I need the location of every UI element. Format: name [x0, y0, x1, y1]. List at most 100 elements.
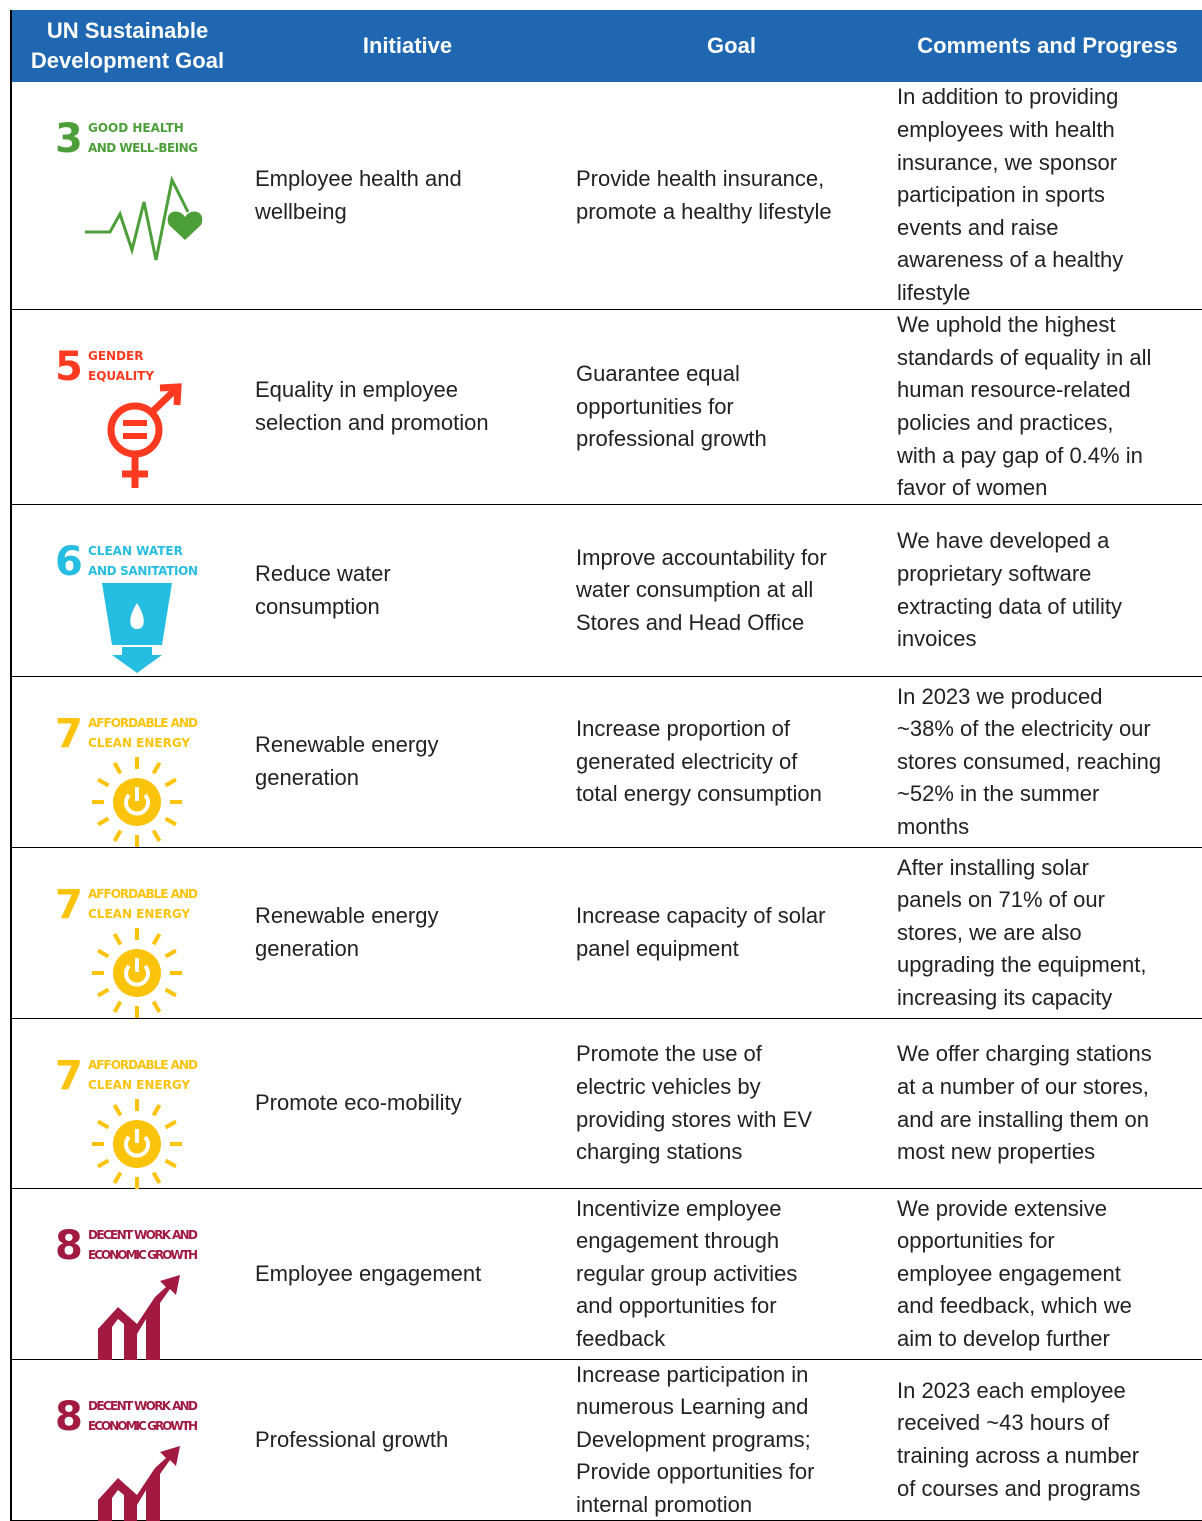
sdg-number: 7 — [55, 711, 83, 757]
comments-line: employee engagement — [897, 1260, 1121, 1286]
header-cell: UN Sustainable Development Goal — [30, 18, 225, 73]
goal-line: panel equipment — [576, 936, 739, 961]
sdg-number: 8 — [55, 1394, 83, 1440]
left-border — [10, 10, 12, 1521]
goal-line: and opportunities for — [576, 1293, 777, 1319]
goal-cell: Increase proportion of generated electric… — [576, 677, 822, 847]
sdg-icon: 7 AFFORDABLE AND CLEAN ENERGY — [55, 882, 198, 1018]
icon-graphic — [97, 777, 110, 788]
icon-graphic — [107, 402, 163, 458]
icon-graphic — [151, 1000, 162, 1013]
initiative-line: wellbeing — [255, 198, 347, 224]
sdg-label: DECENT WORK AND — [88, 1228, 198, 1242]
sdg-number: 5 — [55, 344, 83, 390]
comments-line: participation in sports — [897, 182, 1105, 208]
initiative-cell: Employee engagement — [255, 1189, 481, 1359]
sdg-label: CLEAN ENERGY — [88, 907, 190, 921]
icon-graphic — [130, 603, 144, 629]
icon-graphic — [112, 647, 162, 673]
comments-line: most new properties — [897, 1139, 1096, 1165]
icon-graphic — [164, 1158, 177, 1169]
table-row: 8 DECENT WORK AND ECONOMIC GROWTH Employee … — [10, 1189, 1202, 1360]
comments-line: upgrading the equipment, — [897, 952, 1147, 978]
sdg-icon: 3 GOOD HEALTH AND WELL-BEING — [55, 116, 203, 261]
table-row: 7 AFFORDABLE AND CLEAN ENERGY Promote eco-m… — [10, 1019, 1202, 1189]
goal-line: charging stations — [576, 1139, 743, 1165]
goal-line: Stores and Head Office — [576, 609, 805, 635]
goal-line: total energy consumption — [576, 781, 822, 807]
initiative-line: Employee health and — [255, 165, 462, 191]
goal-line: Increase capacity of solar — [576, 903, 826, 929]
goal-line: Provide opportunities for — [576, 1459, 815, 1485]
comments-line: ~52% in the summer — [897, 781, 1100, 807]
comments-cell: In 2023 each employee received ~43 hours … — [897, 1360, 1140, 1520]
initiative-line: Employee engagement — [255, 1260, 482, 1286]
sdg-number: 6 — [55, 539, 83, 585]
comments-line: We offer charging stations — [897, 1041, 1152, 1067]
table-row: 7 AFFORDABLE AND CLEAN ENERGY Renewable ene… — [10, 677, 1202, 848]
goal-line: engagement through — [576, 1228, 780, 1254]
icon-graphic — [123, 433, 147, 439]
comments-line: ~38% of the electricity our — [897, 716, 1151, 742]
header-cell: Initiative — [362, 33, 453, 58]
icon-graphic — [85, 175, 190, 261]
comments-line: After installing solar — [897, 854, 1089, 880]
header-cell: Comments and Progress — [917, 33, 1178, 58]
initiative-cell: Reduce water consumption — [255, 505, 391, 676]
sdg-label: GENDER — [88, 349, 144, 363]
comments-line: In 2023 each employee — [897, 1377, 1126, 1403]
sdg-label: EQUALITY — [88, 369, 154, 383]
goal-cell: Provide health insurance, promote a healt… — [576, 82, 832, 309]
comments-line: aim to develop further — [897, 1325, 1110, 1351]
goal-line: professional growth — [576, 426, 767, 452]
comments-line: training across a number — [897, 1443, 1140, 1468]
sdg-label: AFFORDABLE AND — [88, 1058, 198, 1072]
sdg-label: CLEAN WATER — [88, 544, 183, 558]
comments-line: stores, we are also — [897, 919, 1082, 945]
initiative-cell: Equality in employee selection and promot… — [255, 310, 489, 504]
comments-line: In addition to providing — [897, 84, 1119, 110]
icon-graphic — [124, 793, 150, 816]
icon-graphic — [122, 454, 148, 488]
goal-line: generated electricity of — [576, 748, 798, 774]
comments-line: extracting data of utility — [897, 593, 1123, 619]
goal-line: promote a healthy lifestyle — [576, 198, 832, 224]
comments-line: events and raise — [897, 214, 1059, 240]
comments-cell: In addition to providing employees with h… — [897, 82, 1123, 309]
header-cell: Goal — [707, 33, 756, 58]
icon-graphic — [124, 964, 150, 987]
sdg-label: ECONOMIC GROWTH — [88, 1248, 198, 1262]
goal-line: internal promotion — [576, 1491, 753, 1517]
initiative-line: generation — [255, 936, 359, 961]
icon-graphic — [164, 948, 177, 959]
goal-cell: Increase participation in numerous Learni… — [576, 1360, 814, 1520]
goal-line: numerous Learning and — [576, 1394, 809, 1420]
comments-line: stores consumed, reaching — [897, 748, 1162, 774]
comments-cell: In 2023 we produced ~38% of the electrici… — [897, 677, 1161, 847]
icon-graphic — [97, 816, 110, 827]
sdg-label: AFFORDABLE AND — [88, 716, 198, 730]
comments-line: with a pay gap of 0.4% in — [897, 442, 1143, 468]
goal-line: water consumption at all — [576, 577, 814, 603]
comments-line: standards of equality in all — [897, 344, 1152, 370]
icon-graphic — [112, 829, 123, 842]
icon-graphic — [112, 933, 123, 946]
comments-line: favor of women — [897, 475, 1048, 501]
goal-line: opportunities for — [576, 393, 734, 419]
initiative-cell: Renewable energy generation — [255, 677, 438, 847]
comments-line: proprietary software — [897, 560, 1092, 586]
sdg-number: 7 — [55, 1053, 83, 1099]
goal-line: regular group activities — [576, 1260, 798, 1286]
sdg-number: 3 — [55, 116, 83, 162]
sdg-icon: 6 CLEAN WATER AND SANITATION — [55, 539, 198, 673]
initiative-cell: Promote eco-mobility — [255, 1019, 462, 1188]
comments-line: and are installing them on — [897, 1106, 1149, 1132]
icon-graphic — [97, 1119, 110, 1130]
table-row: 7 AFFORDABLE AND CLEAN ENERGY Renewable ene… — [10, 848, 1202, 1019]
icon-graphic — [113, 778, 161, 826]
comments-line: panels on 71% of our — [897, 887, 1105, 913]
sdg-number: 8 — [55, 1223, 83, 1269]
sdg-label: CLEAN ENERGY — [88, 736, 190, 750]
icon-graphic — [97, 948, 110, 959]
